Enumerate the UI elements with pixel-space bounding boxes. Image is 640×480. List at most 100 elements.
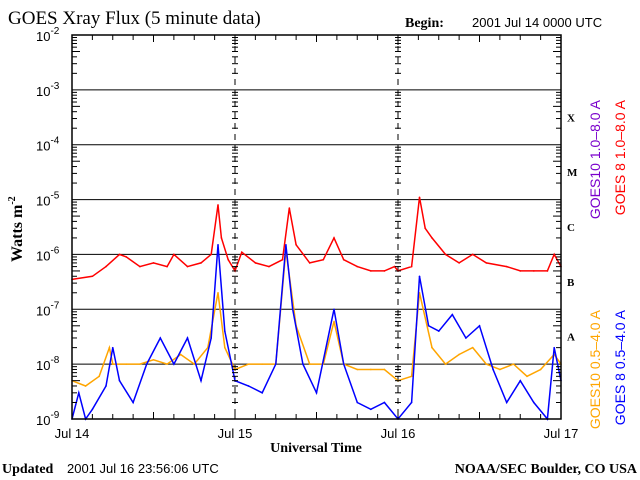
data-point <box>308 363 311 365</box>
credit: NOAA/SEC Boulder, CO USA <box>455 462 638 477</box>
plot-frame <box>71 34 562 420</box>
data-point <box>546 270 549 272</box>
data-point <box>315 392 318 394</box>
data-point <box>224 330 226 332</box>
chart-title: GOES Xray Flux (5 minute data) <box>8 8 261 29</box>
data-point <box>410 401 413 404</box>
data-point <box>217 243 219 246</box>
data-point <box>125 256 128 258</box>
data-point <box>437 330 440 332</box>
data-point <box>478 324 481 327</box>
data-point <box>210 337 213 339</box>
data-point <box>533 270 535 272</box>
data-point <box>431 346 433 349</box>
data-point <box>471 346 474 349</box>
legend-entry: GOES 8 1.0–8.0 A <box>612 99 628 215</box>
data-point <box>166 265 168 268</box>
data-point <box>410 375 413 378</box>
data-point <box>424 227 426 230</box>
data-point <box>247 363 250 365</box>
data-point <box>288 207 291 209</box>
data-point <box>111 346 114 349</box>
y-tick-label: 10-5 <box>36 191 60 209</box>
data-point <box>125 363 128 365</box>
data-point <box>370 368 372 371</box>
data-point <box>220 237 223 239</box>
data-point <box>217 204 219 206</box>
x-tick-label: Jul 17 <box>544 426 579 441</box>
data-point <box>512 363 515 365</box>
data-point <box>383 368 386 371</box>
legend-label: GOES 8 1.0–8.0 A <box>612 99 628 215</box>
data-point <box>240 251 243 253</box>
data-point <box>268 265 270 268</box>
data-point <box>418 275 421 278</box>
data-point <box>281 258 284 261</box>
legend-label: GOES10 1.0–8.0 A <box>587 99 603 219</box>
data-point <box>200 262 202 264</box>
data-point <box>105 265 107 268</box>
data-point <box>111 363 114 365</box>
data-point <box>261 392 263 394</box>
data-point <box>356 401 359 404</box>
data-point <box>132 401 134 404</box>
data-point <box>431 237 433 239</box>
data-point <box>465 337 467 339</box>
data-point <box>485 262 488 264</box>
y-axis-label: Watts m-2 <box>7 196 26 262</box>
data-point <box>285 243 287 246</box>
flare-class-label: C <box>567 222 575 234</box>
data-point <box>210 253 213 256</box>
legend-label: GOES10 0.5–4.0 A <box>587 309 603 429</box>
data-point <box>108 346 111 349</box>
series-line-2 <box>71 249 562 387</box>
data-point <box>91 275 94 278</box>
data-point <box>471 253 474 256</box>
data-point <box>302 363 304 365</box>
data-point <box>291 308 294 311</box>
data-point <box>383 401 386 404</box>
data-point <box>505 401 508 404</box>
data-point <box>173 363 175 365</box>
data-point <box>118 253 121 256</box>
data-point <box>444 253 447 256</box>
data-point <box>539 368 542 371</box>
data-point <box>173 253 175 256</box>
flare-class-label: X <box>567 112 575 124</box>
begin-value: 2001 Jul 14 0000 UTC <box>472 15 602 30</box>
data-point <box>227 258 230 261</box>
data-point <box>458 353 460 356</box>
data-point <box>118 379 121 382</box>
data-point <box>485 363 488 365</box>
data-point <box>322 258 325 261</box>
legend-entry: GOES10 0.5–4.0 A <box>587 309 603 429</box>
data-point <box>333 320 335 323</box>
y-tick-label: 10-3 <box>36 81 60 99</box>
data-point <box>333 237 335 239</box>
y-tick-label: 10-2 <box>36 26 60 44</box>
data-point <box>295 243 297 246</box>
flare-class-label: M <box>567 167 578 179</box>
series-line-1 <box>71 197 562 281</box>
data-point <box>152 358 155 361</box>
data-point <box>526 375 528 378</box>
legend-entry: GOES10 1.0–8.0 A <box>587 99 603 219</box>
data-point <box>139 265 141 268</box>
data-point <box>224 346 226 349</box>
updated-value: 2001 Jul 16 23:56:06 UTC <box>67 461 219 476</box>
data-point <box>553 253 556 256</box>
data-point <box>193 363 196 365</box>
data-point <box>217 291 219 294</box>
data-point <box>91 408 94 411</box>
y-tick-label: 10-6 <box>36 245 60 263</box>
data-point <box>254 262 257 264</box>
data-point <box>274 363 277 365</box>
data-point <box>553 346 556 349</box>
data-point <box>533 401 535 404</box>
data-point <box>383 270 386 272</box>
flare-class-label: A <box>567 332 575 344</box>
data-point <box>427 324 430 327</box>
data-point <box>166 363 168 365</box>
data-point <box>179 353 182 356</box>
